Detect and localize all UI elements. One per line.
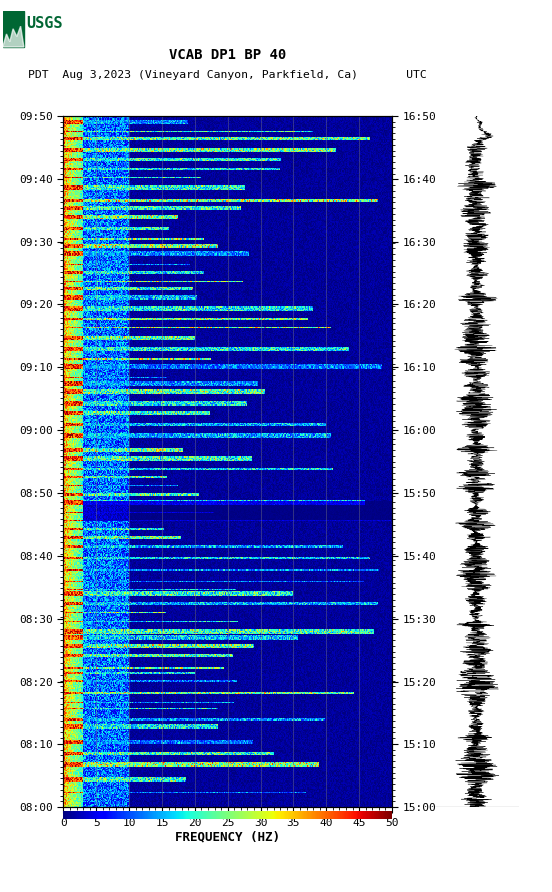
Polygon shape — [3, 26, 24, 47]
Text: VCAB DP1 BP 40: VCAB DP1 BP 40 — [169, 48, 286, 62]
X-axis label: FREQUENCY (HZ): FREQUENCY (HZ) — [175, 830, 280, 844]
Text: USGS: USGS — [26, 16, 63, 31]
Bar — [3, 11, 24, 47]
Text: PDT  Aug 3,2023 (Vineyard Canyon, Parkfield, Ca)       UTC: PDT Aug 3,2023 (Vineyard Canyon, Parkfie… — [28, 70, 427, 80]
